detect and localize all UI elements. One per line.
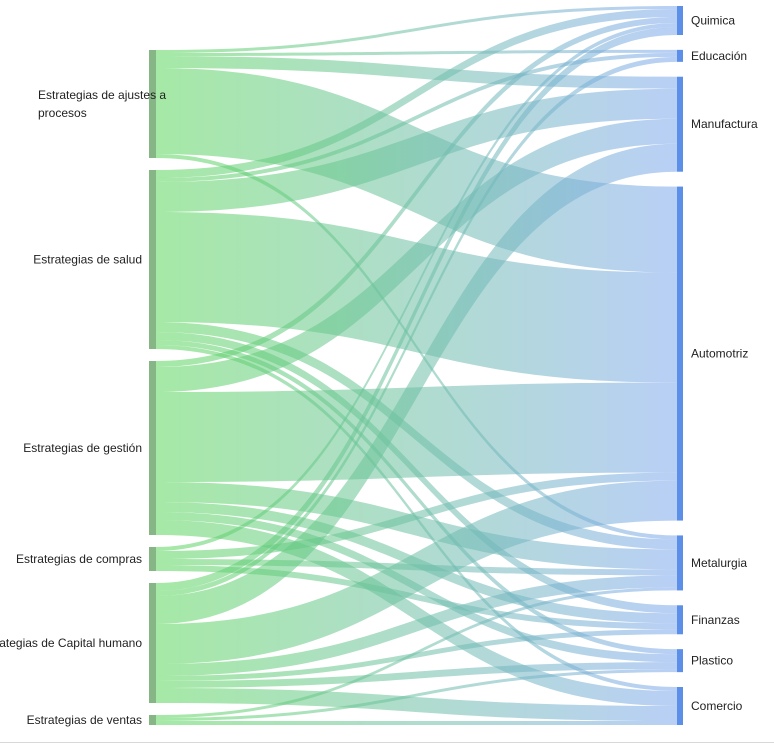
link-compras-finanzas[interactable] (156, 565, 677, 630)
link-capital-manufactura[interactable] (156, 143, 677, 624)
target-label-finanzas: Finanzas (691, 613, 740, 627)
link-ventas-comercio[interactable] (156, 721, 677, 725)
link-ventas-plastico[interactable] (156, 669, 677, 721)
source-label-ajustes: procesos (38, 106, 87, 120)
link-salud-quimica[interactable] (156, 9, 677, 178)
link-salud-educacion[interactable] (156, 52, 677, 182)
link-ajustes-quimica[interactable] (156, 6, 677, 53)
link-capital-finanzas[interactable] (156, 629, 677, 681)
source-label-ajustes: Estrategias de ajustes a (38, 88, 166, 102)
link-compras-quimica[interactable] (156, 23, 677, 551)
target-node-comercio[interactable] (677, 687, 683, 725)
link-salud-manufactura[interactable] (156, 88, 677, 212)
links-layer (156, 6, 677, 725)
source-node-ajustes[interactable] (149, 50, 156, 158)
target-label-comercio: Comercio (691, 699, 743, 713)
target-node-educacion[interactable] (677, 49, 683, 62)
source-label-salud: Estrategias de salud (33, 253, 142, 267)
target-node-plastico[interactable] (677, 649, 683, 673)
link-capital-automotriz[interactable] (156, 480, 677, 664)
link-gestion-metalurgia[interactable] (156, 482, 677, 570)
target-label-manufactura: Manufactura (691, 117, 758, 131)
link-capital-quimica[interactable] (156, 27, 677, 591)
source-label-ventas: Estrategias de ventas (27, 713, 142, 727)
bottom-divider (0, 742, 774, 743)
link-capital-educacion[interactable] (156, 56, 677, 597)
link-salud-automotriz[interactable] (156, 212, 677, 383)
target-node-quimica[interactable] (677, 6, 683, 35)
link-gestion-comercio[interactable] (156, 520, 677, 706)
source-node-capital[interactable] (149, 583, 156, 703)
link-compras-automotriz[interactable] (156, 472, 677, 559)
target-node-metalurgia[interactable] (677, 535, 683, 591)
nodes-layer (149, 6, 683, 725)
target-node-manufactura[interactable] (677, 76, 683, 172)
link-capital-comercio[interactable] (156, 688, 677, 721)
source-label-capital: Estrategias de Capital humano (0, 636, 142, 650)
link-capital-plastico[interactable] (156, 662, 677, 688)
link-ajustes-educacion[interactable] (156, 49, 677, 56)
link-capital-metalurgia[interactable] (156, 575, 677, 676)
source-node-salud[interactable] (149, 170, 156, 349)
target-label-automotriz: Automotriz (691, 347, 748, 361)
link-ajustes-automotriz[interactable] (156, 68, 677, 273)
target-node-finanzas[interactable] (677, 605, 683, 635)
link-salud-plastico[interactable] (156, 340, 677, 655)
target-label-metalurgia: Metalurgia (691, 556, 747, 570)
link-gestion-quimica[interactable] (156, 17, 677, 367)
target-node-automotriz[interactable] (677, 186, 683, 521)
source-label-gestion: Estrategias de gestión (23, 441, 142, 455)
target-label-quimica: Quimica (691, 14, 735, 28)
source-node-ventas[interactable] (149, 715, 156, 725)
link-ventas-metalurgia[interactable] (156, 587, 677, 718)
source-label-compras: Estrategias de compras (16, 552, 142, 566)
link-gestion-automotriz[interactable] (156, 382, 677, 482)
source-node-gestion[interactable] (149, 361, 156, 535)
link-gestion-manufactura[interactable] (156, 118, 677, 392)
target-label-plastico: Plastico (691, 654, 733, 668)
target-label-educacion: Educación (691, 49, 747, 63)
labels-layer: Estrategias de ajustes a procesos Estrateg… (0, 14, 758, 728)
source-node-compras[interactable] (149, 547, 156, 571)
